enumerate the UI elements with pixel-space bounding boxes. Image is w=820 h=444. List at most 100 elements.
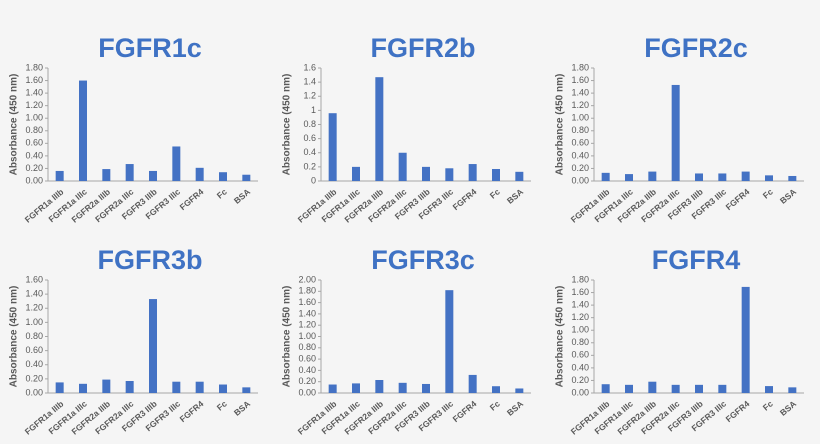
y-tick-label: 1.60 <box>25 274 43 284</box>
bar <box>422 166 430 181</box>
bar <box>375 380 384 393</box>
bar <box>648 381 657 393</box>
bar <box>219 384 227 393</box>
bar <box>352 166 360 181</box>
x-tick-label: BSA <box>232 399 252 418</box>
bar <box>328 384 337 393</box>
y-tick-label: 0 <box>311 175 316 185</box>
y-tick-label: 0.60 <box>571 138 589 148</box>
x-tick-label: FGFR4 <box>724 398 752 424</box>
y-tick-label: 0.60 <box>25 138 43 148</box>
y-tick-label: 0.8 <box>303 119 316 129</box>
y-tick-label: 0.20 <box>571 163 589 173</box>
y-tick-label: 1.40 <box>25 289 43 299</box>
bar <box>765 175 773 181</box>
bar <box>149 170 157 181</box>
bar <box>515 171 524 181</box>
y-tick-label: 1.80 <box>298 286 316 296</box>
y-tick-label: 0.00 <box>25 387 43 397</box>
y-tick-label: 0.60 <box>571 350 589 360</box>
x-tick-label: FGFR4 <box>451 186 479 212</box>
x-tick-label: FGFR4 <box>451 398 479 424</box>
chart-title: FGFR4 <box>652 245 741 275</box>
y-tick-label: 1.20 <box>571 312 589 322</box>
y-tick-label: 1.80 <box>571 274 589 284</box>
bar <box>601 384 610 393</box>
bar <box>125 164 134 181</box>
y-tick-label: 0.40 <box>298 365 316 375</box>
bar <box>219 172 227 181</box>
bar <box>195 381 204 393</box>
x-tick-label: BSA <box>778 399 798 418</box>
bar <box>741 286 750 393</box>
y-tick-label: 0.00 <box>25 175 43 185</box>
bar <box>79 80 87 181</box>
y-tick-label: 1.40 <box>571 87 589 97</box>
y-tick-label: 0.00 <box>571 387 589 397</box>
chart-title: FGFR1c <box>98 33 202 63</box>
bar <box>445 290 454 393</box>
bar <box>765 386 773 393</box>
x-tick-label: Fc <box>215 186 229 200</box>
bar <box>718 384 727 393</box>
y-tick-label: 1.00 <box>25 113 43 123</box>
y-tick-label: 0.40 <box>571 150 589 160</box>
bar <box>468 164 477 181</box>
bar <box>625 174 633 181</box>
bar <box>125 380 134 393</box>
y-tick-label: 1.2 <box>303 91 316 101</box>
x-tick-label: BSA <box>505 399 525 418</box>
y-tick-label: 1.20 <box>25 100 43 110</box>
y-tick-label: 1.00 <box>571 325 589 335</box>
bar <box>468 374 477 393</box>
y-tick-label: 1.60 <box>571 287 589 297</box>
bar <box>695 173 703 181</box>
bar <box>601 172 610 181</box>
y-axis-label: Absorbance (450 nm) <box>9 286 20 388</box>
chart-title: FGFR3b <box>98 245 203 275</box>
x-tick-label: BSA <box>505 187 525 206</box>
bar <box>741 171 750 181</box>
y-tick-label: 1.60 <box>25 75 43 85</box>
y-axis-label: Absorbance (450 nm) <box>282 286 293 388</box>
y-axis-label: Absorbance (450 nm) <box>555 74 566 176</box>
chart-title: FGFR2b <box>371 33 476 63</box>
y-tick-label: 1.60 <box>298 297 316 307</box>
y-tick-label: 0.60 <box>25 345 43 355</box>
chart-title: FGFR2c <box>644 33 748 63</box>
y-tick-label: 0.20 <box>25 163 43 173</box>
bar <box>375 77 384 181</box>
x-tick-label: FGFR4 <box>178 186 206 212</box>
bar <box>195 167 204 181</box>
bar <box>695 384 703 393</box>
bar <box>242 174 251 181</box>
y-tick-label: 0.4 <box>303 147 316 157</box>
y-tick-label: 1.80 <box>25 62 43 72</box>
y-tick-label: 1.20 <box>25 303 43 313</box>
y-tick-label: 1.40 <box>298 308 316 318</box>
y-tick-label: 1.80 <box>571 62 589 72</box>
y-tick-label: 1.00 <box>298 331 316 341</box>
y-tick-label: 0.80 <box>25 331 43 341</box>
bar <box>149 299 157 393</box>
x-tick-label: Fc <box>761 186 775 200</box>
bar <box>445 168 454 181</box>
y-tick-label: 0.00 <box>571 175 589 185</box>
bar <box>671 384 680 393</box>
y-tick-label: 1.20 <box>571 100 589 110</box>
bar <box>648 171 657 181</box>
bar <box>492 168 500 181</box>
x-tick-label: FGFR4 <box>724 186 752 212</box>
y-tick-label: 1.6 <box>303 62 316 72</box>
x-tick-label: BSA <box>778 187 798 206</box>
bar <box>55 382 64 393</box>
y-tick-label: 0.2 <box>303 161 316 171</box>
bar <box>79 383 87 393</box>
chart-title: FGFR3c <box>371 245 475 275</box>
bar <box>172 146 181 181</box>
y-tick-label: 0.20 <box>25 373 43 383</box>
y-tick-label: 0.20 <box>298 376 316 386</box>
bar <box>328 113 337 181</box>
y-tick-label: 0.80 <box>298 342 316 352</box>
